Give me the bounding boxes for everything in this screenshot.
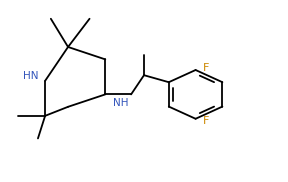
Text: F: F [203,116,209,126]
Text: F: F [203,63,209,73]
Text: HN: HN [23,71,39,81]
Text: NH: NH [113,98,128,108]
